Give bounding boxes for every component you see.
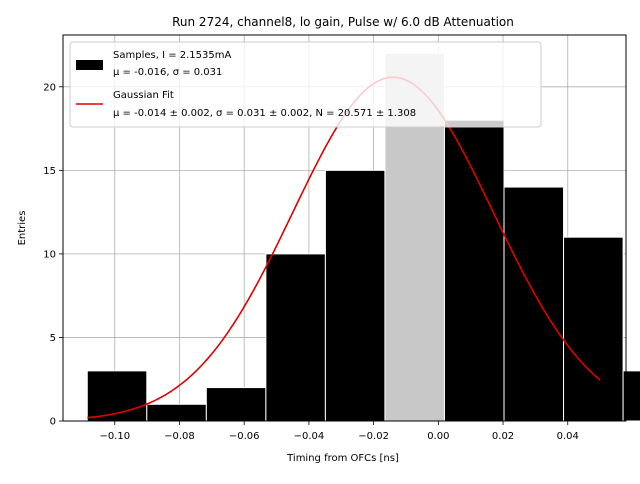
x-tick-label: −0.04 bbox=[294, 431, 325, 442]
x-tick-label: 0.02 bbox=[492, 431, 514, 442]
legend-histogram-name: Samples, I = 2.1535mA bbox=[113, 50, 231, 61]
legend-box bbox=[69, 41, 542, 128]
y-axis-ticks: 0 5 10 15 20 bbox=[43, 82, 63, 428]
x-tick-label: 0.00 bbox=[427, 431, 449, 442]
y-tick-label: 5 bbox=[50, 333, 56, 344]
x-axis-ticks: −0.10 −0.08 −0.06 −0.04 −0.02 0.00 0.02 0.04 bbox=[99, 421, 579, 442]
x-tick-label: −0.02 bbox=[358, 431, 389, 442]
x-axis-label: Timing from OFCs [ns] bbox=[286, 453, 399, 464]
y-tick-label: 20 bbox=[43, 82, 56, 93]
y-axis-label: Entries bbox=[17, 211, 28, 246]
plot-frame bbox=[62, 34, 627, 422]
histogram-bar bbox=[205, 387, 267, 422]
x-tick-label: −0.08 bbox=[164, 431, 195, 442]
chart-title: Run 2724, channel8, lo gain, Pulse w/ 6.… bbox=[172, 15, 514, 29]
histogram-bar bbox=[503, 186, 565, 422]
histogram-bar bbox=[324, 169, 386, 422]
histogram-bar bbox=[146, 403, 207, 422]
histogram-bar bbox=[443, 119, 505, 422]
legend-fit-name: Gaussian Fit bbox=[113, 90, 174, 101]
y-tick-label: 15 bbox=[43, 166, 56, 177]
histogram-bar bbox=[265, 253, 326, 422]
legend-fit-stats: μ = -0.014 ± 0.002, σ = 0.031 ± 0.002, N… bbox=[113, 108, 416, 119]
histogram-bar bbox=[622, 370, 640, 422]
legend-histogram-stats: μ = -0.016, σ = 0.031 bbox=[113, 67, 222, 78]
x-tick-label: −0.06 bbox=[229, 431, 260, 442]
x-tick-label: −0.10 bbox=[99, 431, 130, 442]
legend-histogram-swatch bbox=[76, 60, 103, 70]
x-tick-label: 0.04 bbox=[557, 431, 579, 442]
legend: Samples, I = 2.1535mA μ = -0.016, σ = 0.… bbox=[69, 41, 542, 128]
histogram-bar bbox=[563, 236, 624, 422]
y-tick-label: 0 bbox=[50, 417, 56, 428]
y-tick-label: 10 bbox=[43, 249, 56, 260]
